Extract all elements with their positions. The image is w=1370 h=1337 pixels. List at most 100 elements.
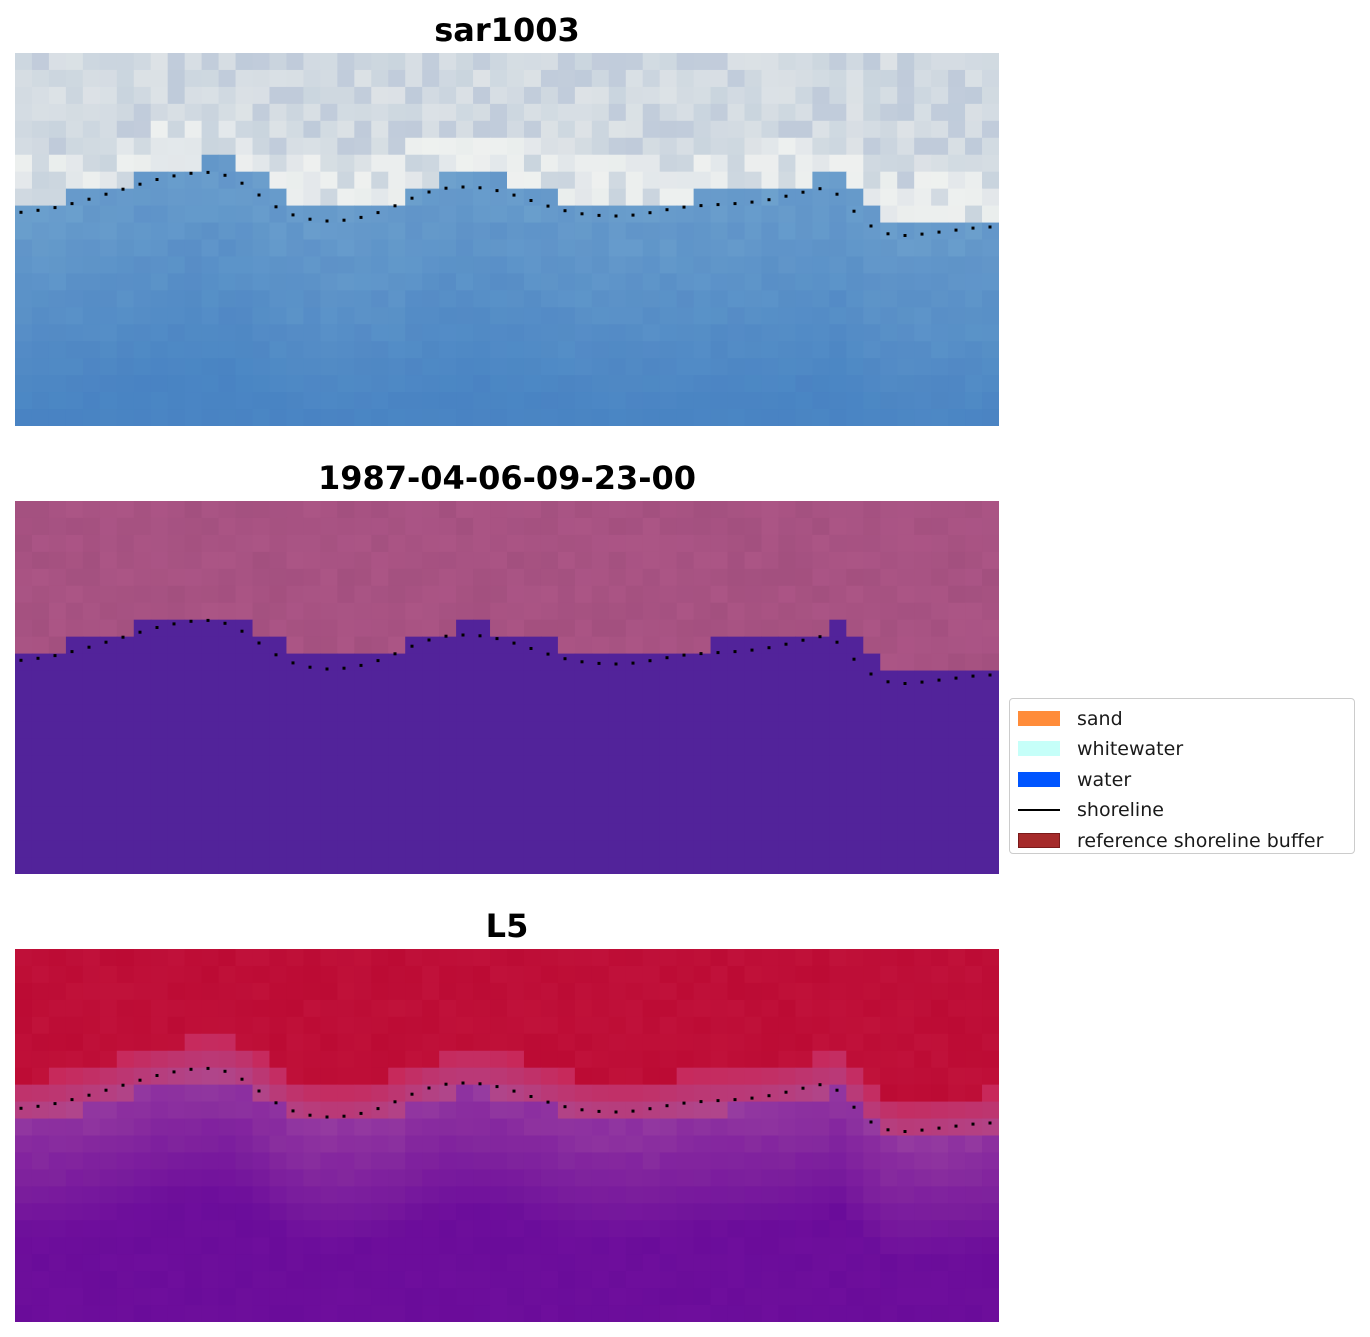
image-pixel	[388, 501, 406, 519]
shoreline-point	[478, 1082, 482, 1086]
image-pixel	[744, 982, 763, 1001]
image-pixel	[897, 103, 915, 122]
image-pixel	[337, 653, 355, 672]
image-pixel	[608, 341, 627, 359]
image-pixel	[235, 772, 254, 790]
image-pixel	[880, 1135, 898, 1154]
image-pixel	[15, 534, 33, 553]
image-pixel	[388, 1067, 406, 1086]
image-pixel	[320, 1084, 338, 1103]
image-pixel	[184, 1067, 203, 1086]
image-pixel	[184, 772, 203, 790]
image-pixel	[676, 1220, 695, 1238]
image-pixel	[574, 1271, 593, 1289]
image-pixel	[761, 687, 780, 706]
image-pixel	[388, 222, 406, 241]
image-pixel	[591, 324, 610, 342]
image-pixel	[150, 982, 169, 1001]
image-pixel	[99, 501, 118, 519]
image-pixel	[405, 823, 423, 841]
image-pixel	[65, 772, 84, 790]
image-pixel	[303, 1101, 321, 1120]
image-pixel	[116, 1271, 135, 1289]
image-pixel	[659, 1118, 678, 1137]
image-pixel	[405, 1050, 423, 1069]
image-pixel	[507, 1033, 525, 1052]
image-pixel	[15, 307, 33, 325]
image-pixel	[761, 1067, 780, 1086]
classified-image-panel	[15, 501, 999, 874]
image-pixel	[693, 704, 712, 722]
image-pixel	[133, 205, 152, 224]
image-pixel	[116, 341, 135, 359]
image-pixel	[201, 290, 220, 308]
image-pixel	[557, 1254, 576, 1272]
image-pixel	[422, 1169, 440, 1187]
image-pixel	[523, 1084, 542, 1103]
image-pixel	[812, 307, 830, 325]
image-pixel	[15, 738, 33, 756]
image-pixel	[218, 619, 237, 638]
image-pixel	[422, 585, 440, 604]
image-pixel	[608, 103, 627, 122]
shoreline-point	[767, 1094, 771, 1098]
image-pixel	[540, 1050, 559, 1069]
image-pixel	[371, 517, 389, 536]
image-pixel	[931, 1101, 949, 1120]
image-pixel	[540, 949, 559, 967]
image-pixel	[473, 949, 491, 967]
image-pixel	[235, 188, 254, 207]
image-pixel	[218, 1067, 237, 1086]
image-pixel	[439, 965, 457, 984]
image-pixel	[897, 840, 915, 858]
image-pixel	[388, 375, 406, 393]
image-pixel	[269, 602, 288, 621]
image-pixel	[931, 949, 949, 967]
image-pixel	[218, 1135, 237, 1154]
image-pixel	[388, 965, 406, 984]
image-pixel	[778, 585, 797, 604]
image-pixel	[337, 772, 355, 790]
image-pixel	[812, 517, 830, 536]
image-pixel	[201, 840, 220, 858]
image-pixel	[422, 551, 440, 570]
image-pixel	[150, 86, 169, 105]
image-pixel	[523, 1237, 542, 1255]
image-pixel	[65, 1135, 84, 1154]
image-pixel	[659, 69, 678, 88]
image-pixel	[439, 1067, 457, 1086]
image-pixel	[490, 154, 508, 173]
image-pixel	[201, 120, 220, 139]
image-pixel	[863, 137, 881, 156]
image-pixel	[812, 341, 830, 359]
image-pixel	[812, 568, 830, 587]
image-pixel	[337, 1237, 355, 1255]
image-pixel	[540, 375, 559, 393]
image-pixel	[167, 86, 186, 105]
image-pixel	[914, 120, 932, 139]
image-pixel	[507, 568, 525, 587]
image-pixel	[676, 171, 695, 190]
image-pixel	[439, 999, 457, 1018]
image-pixel	[388, 551, 406, 570]
image-pixel	[201, 256, 220, 274]
image-pixel	[116, 653, 135, 672]
image-pixel	[507, 1101, 525, 1120]
image-pixel	[167, 602, 186, 621]
image-pixel	[693, 1220, 712, 1238]
image-pixel	[591, 772, 610, 790]
image-pixel	[557, 806, 576, 824]
image-pixel	[286, 392, 305, 410]
image-pixel	[337, 806, 355, 824]
image-pixel	[116, 324, 135, 342]
image-pixel	[303, 1305, 321, 1322]
image-pixel	[456, 949, 474, 967]
image-pixel	[829, 501, 847, 519]
image-pixel	[591, 965, 610, 984]
image-pixel	[761, 1305, 780, 1322]
image-pixel	[184, 857, 203, 874]
image-pixel	[201, 999, 220, 1018]
image-pixel	[82, 69, 101, 88]
image-pixel	[574, 687, 593, 706]
image-pixel	[676, 965, 695, 984]
